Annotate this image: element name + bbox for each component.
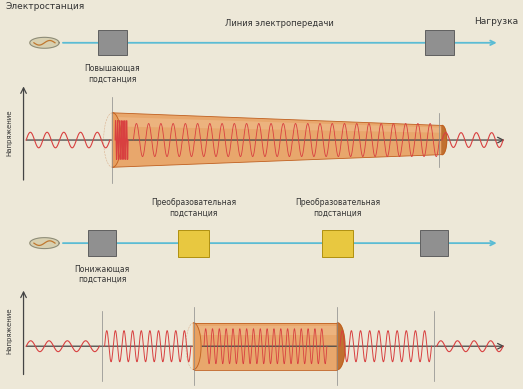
Bar bbox=[98, 30, 127, 56]
Text: Преобразовательная
подстанция: Преобразовательная подстанция bbox=[295, 198, 380, 218]
Polygon shape bbox=[337, 323, 345, 370]
Text: Электростанция: Электростанция bbox=[5, 2, 85, 11]
Polygon shape bbox=[442, 125, 447, 155]
Text: Понижающая
подстанция: Понижающая подстанция bbox=[74, 265, 130, 284]
Text: Нагрузка: Нагрузка bbox=[474, 17, 518, 26]
Polygon shape bbox=[112, 117, 442, 133]
Text: Линия электропередачи: Линия электропередачи bbox=[225, 19, 334, 28]
Polygon shape bbox=[194, 323, 337, 370]
Bar bbox=[88, 230, 116, 256]
Text: Напряжение: Напряжение bbox=[6, 307, 13, 354]
Polygon shape bbox=[112, 113, 121, 167]
Polygon shape bbox=[194, 326, 337, 335]
Polygon shape bbox=[112, 113, 442, 167]
Polygon shape bbox=[30, 37, 59, 48]
Text: Преобразовательная
подстанция: Преобразовательная подстанция bbox=[151, 198, 236, 218]
Bar bbox=[322, 230, 353, 257]
Polygon shape bbox=[194, 323, 201, 370]
Bar bbox=[419, 230, 449, 256]
Text: Напряжение: Напряжение bbox=[6, 109, 13, 156]
Polygon shape bbox=[30, 238, 59, 249]
Bar bbox=[178, 230, 209, 257]
Bar bbox=[425, 30, 454, 56]
Text: Повышающая
подстанция: Повышающая подстанция bbox=[85, 64, 140, 84]
